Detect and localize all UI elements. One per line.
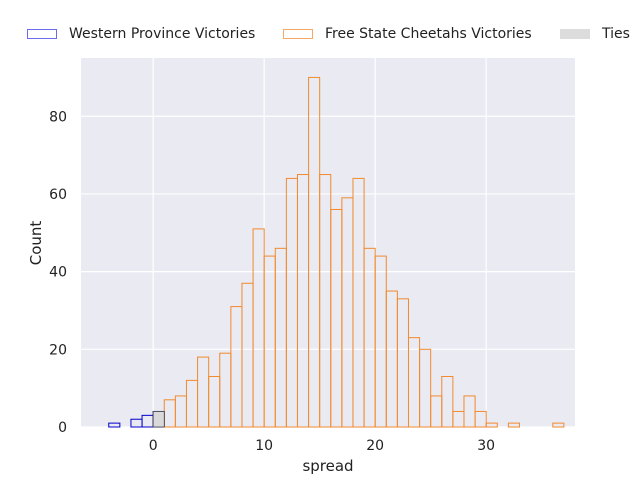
y-tick-label: 60 (49, 187, 67, 203)
legend-item-ties: Ties (560, 26, 630, 42)
y-tick-label: 20 (49, 342, 67, 358)
x-tick-label: 20 (366, 438, 384, 454)
x-axis-ticks: 0 10 20 30 (149, 438, 495, 454)
histogram-bar (108, 422, 121, 428)
legend-item-western-province: Western Province Victories (27, 26, 255, 42)
y-axis-label: Count (27, 221, 45, 266)
x-tick-label: 30 (477, 438, 495, 454)
histogram-bar (507, 422, 520, 428)
x-axis-label: spread (302, 457, 353, 475)
legend-label-western-province: Western Province Victories (69, 26, 256, 42)
histogram-bar (552, 422, 565, 428)
legend: Western Province Victories Free State Ch… (0, 26, 640, 46)
plot-background (81, 58, 575, 427)
x-tick-label: 0 (149, 438, 158, 454)
y-axis-ticks: 0 20 40 60 80 (49, 109, 67, 436)
histogram-bars (108, 76, 565, 428)
histogram-bar (474, 410, 487, 428)
legend-swatch-free-state-cheetahs (283, 29, 313, 39)
y-tick-label: 0 (58, 420, 67, 436)
y-tick-label: 80 (49, 109, 67, 125)
x-tick-label: 10 (255, 438, 273, 454)
legend-label-ties: Ties (602, 26, 630, 42)
legend-item-free-state-cheetahs: Free State Cheetahs Victories (283, 26, 532, 42)
legend-label-free-state-cheetahs: Free State Cheetahs Victories (325, 26, 532, 42)
histogram-bar (485, 422, 498, 428)
legend-swatch-ties (560, 29, 590, 39)
legend-swatch-western-province (27, 29, 57, 39)
histogram-bar (419, 348, 432, 428)
histogram-bar (152, 411, 165, 428)
y-tick-label: 40 (49, 265, 67, 281)
histogram-bar (441, 376, 454, 428)
